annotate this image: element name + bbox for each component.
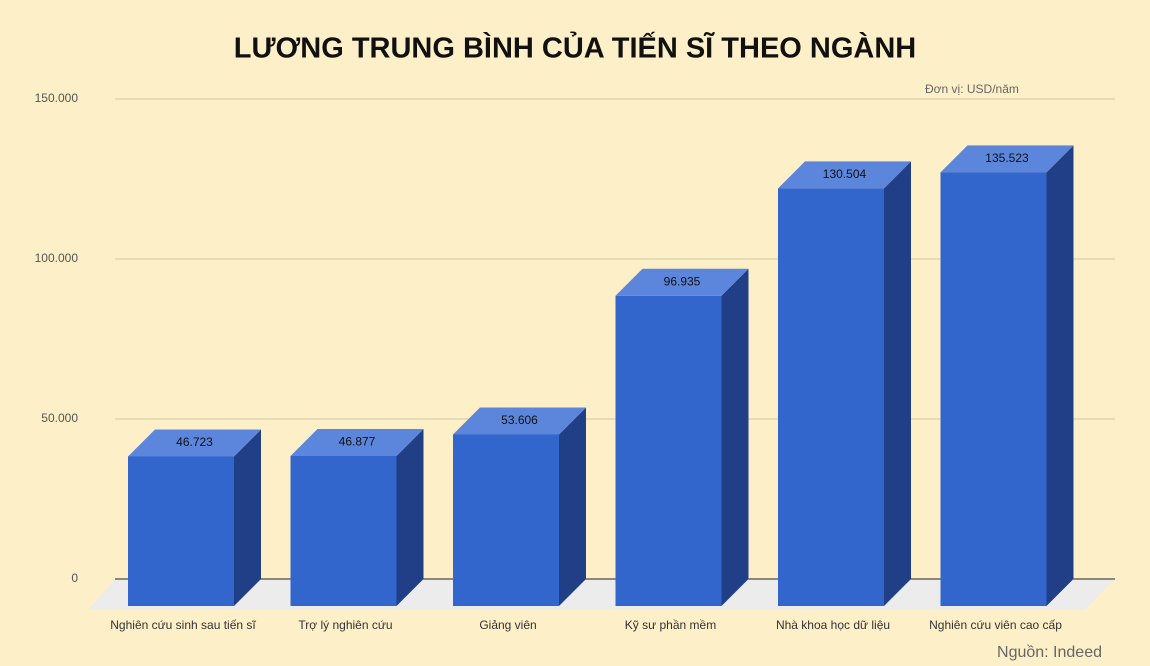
bar-top	[290, 428, 424, 456]
x-tick-label: Kỹ sư phần mềm	[625, 618, 716, 632]
data-label: 96.935	[664, 274, 701, 288]
source-note: Nguồn: Indeed	[997, 644, 1102, 661]
data-label: 53.606	[501, 413, 538, 427]
bar	[290, 455, 397, 606]
x-tick-label: Nghiên cứu viên cao cấp	[929, 618, 1062, 632]
bar-side	[884, 161, 911, 606]
bar-side	[721, 268, 749, 606]
bar	[778, 188, 884, 606]
bar-top	[128, 429, 261, 457]
x-tick-label: Nhà khoa học dữ liệu	[776, 618, 890, 632]
x-tick-label: Giảng viên	[479, 618, 536, 632]
chart-title: LƯƠNG TRUNG BÌNH CỦA TIẾN SĨ THEO NGÀNH	[234, 31, 917, 65]
bar-top	[940, 145, 1074, 173]
bar-top	[778, 161, 911, 189]
bar	[940, 172, 1047, 606]
y-tick-label: 150.000	[35, 91, 79, 105]
data-label: 130.504	[823, 167, 867, 181]
bar-top	[453, 407, 586, 435]
y-tick-label: 100.000	[35, 251, 79, 265]
bar	[615, 295, 722, 606]
bar-side	[559, 407, 586, 606]
bar	[128, 456, 234, 606]
y-tick-label: 0	[71, 571, 78, 585]
data-label: 135.523	[985, 151, 1029, 165]
unit-note: Đơn vị: USD/năm	[925, 82, 1019, 96]
bar-side	[1046, 145, 1074, 606]
bar-side	[234, 429, 261, 606]
bar-side	[396, 428, 424, 606]
bar	[453, 434, 559, 606]
x-tick-label: Trợ lý nghiên cứu	[298, 618, 392, 632]
y-tick-label: 50.000	[41, 411, 78, 425]
data-label: 46.877	[339, 435, 376, 449]
bar-top	[615, 268, 749, 296]
x-tick-label: Nghiên cứu sinh sau tiến sĩ	[110, 618, 256, 632]
data-label: 46.723	[176, 435, 213, 449]
